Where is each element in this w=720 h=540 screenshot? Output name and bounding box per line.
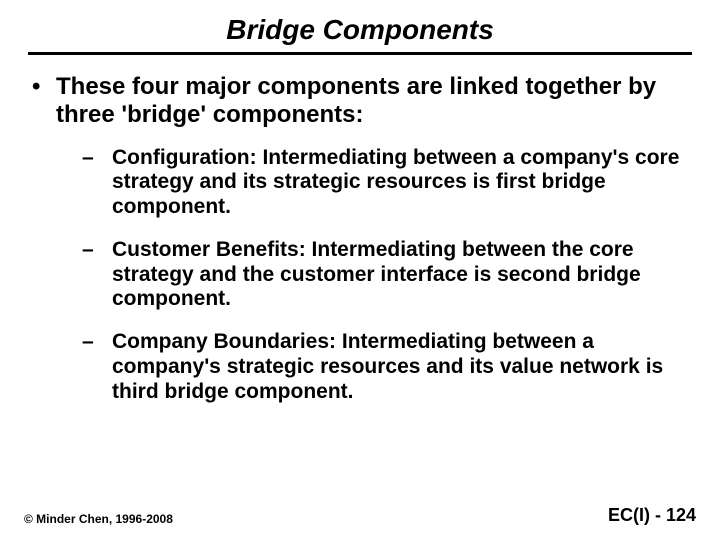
sub-bullet-text: Customer Benefits: Intermediating betwee…: [112, 238, 686, 312]
dash-marker: –: [82, 146, 112, 220]
page-number: EC(I) - 124: [608, 505, 696, 526]
copyright-text: © Minder Chen, 1996-2008: [24, 512, 173, 526]
sub-bullet-text: Company Boundaries: Intermediating betwe…: [112, 330, 686, 404]
slide: Bridge Components • These four major com…: [0, 0, 720, 540]
sub-bullet-item: – Customer Benefits: Intermediating betw…: [82, 238, 686, 312]
bullet-marker: •: [32, 73, 56, 130]
footer: © Minder Chen, 1996-2008 EC(I) - 124: [24, 505, 696, 526]
sub-bullet-list: – Configuration: Intermediating between …: [28, 146, 692, 405]
sub-bullet-item: – Configuration: Intermediating between …: [82, 146, 686, 220]
sub-bullet-text: Configuration: Intermediating between a …: [112, 146, 686, 220]
slide-title: Bridge Components: [28, 14, 692, 55]
main-bullet-text: These four major components are linked t…: [56, 73, 692, 130]
sub-bullet-item: – Company Boundaries: Intermediating bet…: [82, 330, 686, 404]
main-bullet: • These four major components are linked…: [28, 73, 692, 130]
dash-marker: –: [82, 330, 112, 404]
dash-marker: –: [82, 238, 112, 312]
